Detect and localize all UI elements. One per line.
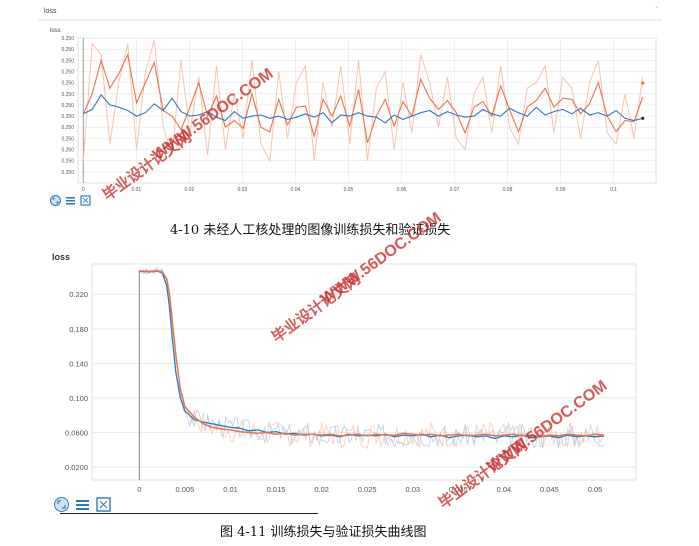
y-tick-label: 0.100: [69, 394, 88, 403]
x-tick-label: 0.01: [131, 187, 141, 193]
y-tick-label: 0.250: [61, 69, 74, 75]
x-tick-label: 0.03: [405, 485, 420, 494]
bottom-chart-toolbar: [54, 497, 111, 512]
val-loss-line: [82, 52, 644, 143]
x-tick-label: 0.09: [556, 187, 566, 193]
data-toggle-icon[interactable]: [65, 195, 76, 206]
y-tick-label: 0.140: [69, 359, 88, 368]
top-figure-caption: 4-10 未经人工核处理的图像训练损失和验证损失: [170, 223, 451, 238]
x-tick-label: 0.03: [238, 187, 248, 193]
x-tick-label: 0.05: [588, 485, 603, 494]
fit-domain-icon[interactable]: [54, 497, 69, 512]
collapse-chevron-icon[interactable]: ˇ: [655, 7, 658, 14]
x-tick-label: 0: [137, 485, 141, 494]
y-tick-label: 0.250: [61, 92, 74, 98]
y-tick-label: 0.0600: [65, 428, 88, 437]
plot-area: [91, 263, 637, 481]
x-tick-label: 0.07: [450, 187, 460, 193]
y-tick-label: 0.250: [61, 81, 74, 87]
x-tick-label: 0.035: [449, 485, 468, 494]
y-tick-label: 0.250: [61, 159, 74, 165]
y-tick-label: 0.250: [61, 58, 74, 64]
y-tick-label: 0.250: [61, 148, 74, 154]
y-tick-label: 0.0200: [65, 463, 88, 472]
y-tick-label: 0.250: [61, 36, 74, 42]
top-chart-toolbar: [50, 195, 91, 206]
y-tick-label: 0.250: [61, 103, 74, 109]
bottom-chart-title: loss: [52, 252, 71, 262]
top-chart-panel: loss ˇ loss 0.250 0.250 0.250 0.250 0.250 0.2…: [38, 0, 662, 205]
x-tick-label: 0.02: [184, 187, 194, 193]
x-tick-label: 0.1: [610, 187, 617, 193]
bottom-chart-panel: loss 0.0200 0.0600 0.100 0.140 0.180 0.220 0 0.…: [46, 248, 646, 518]
x-tick-label: 0.06: [397, 187, 407, 193]
x-tick-label: 0.005: [176, 485, 195, 494]
y-tick-label: 0.250: [61, 47, 74, 53]
val-loss-line: [139, 270, 605, 438]
x-tick-label: 0.045: [540, 485, 559, 494]
y-tick-label: 0.250: [61, 136, 74, 142]
x-tick-label: 0.02: [314, 485, 329, 494]
x-tick-label: 0.015: [267, 485, 286, 494]
x-tick-label: 0.05: [344, 187, 354, 193]
bottom-figure-caption: 图 4-11 训练损失与验证损失曲线图: [220, 525, 427, 540]
caption-rule: [60, 513, 318, 514]
y-tick-label: 0.250: [61, 114, 74, 120]
x-tick-label: 0.01: [223, 485, 238, 494]
bottom-loss-chart: 0.0200 0.0600 0.100 0.140 0.180 0.220 0 0.005 0.…: [65, 263, 637, 494]
x-tick-label: 0: [82, 187, 85, 193]
x-tick-label: 0.025: [358, 485, 377, 494]
x-tick-label: 0.04: [291, 187, 301, 193]
x-tick-label: 0.04: [497, 485, 512, 494]
top-loss-chart: 0.250 0.250 0.250 0.250 0.250 0.250 0.250 0.250…: [38, 19, 662, 193]
expand-icon[interactable]: [96, 497, 111, 512]
top-panel-header: loss: [44, 8, 57, 15]
y-tick-label: 0.180: [69, 325, 88, 334]
expand-icon[interactable]: [80, 195, 91, 206]
top-chart-title: loss: [50, 28, 61, 34]
val-raw-line: [82, 40, 644, 163]
fit-domain-icon[interactable]: [50, 195, 61, 206]
data-toggle-icon[interactable]: [75, 497, 90, 512]
train-loss-line: [83, 93, 643, 124]
y-tick-label: 0.250: [61, 170, 74, 176]
y-tick-label: 0.220: [69, 290, 88, 299]
train-end-point: [641, 116, 645, 120]
x-tick-label: 0.08: [503, 187, 513, 193]
val-end-point: [641, 81, 645, 85]
y-tick-label: 0.250: [61, 125, 74, 131]
